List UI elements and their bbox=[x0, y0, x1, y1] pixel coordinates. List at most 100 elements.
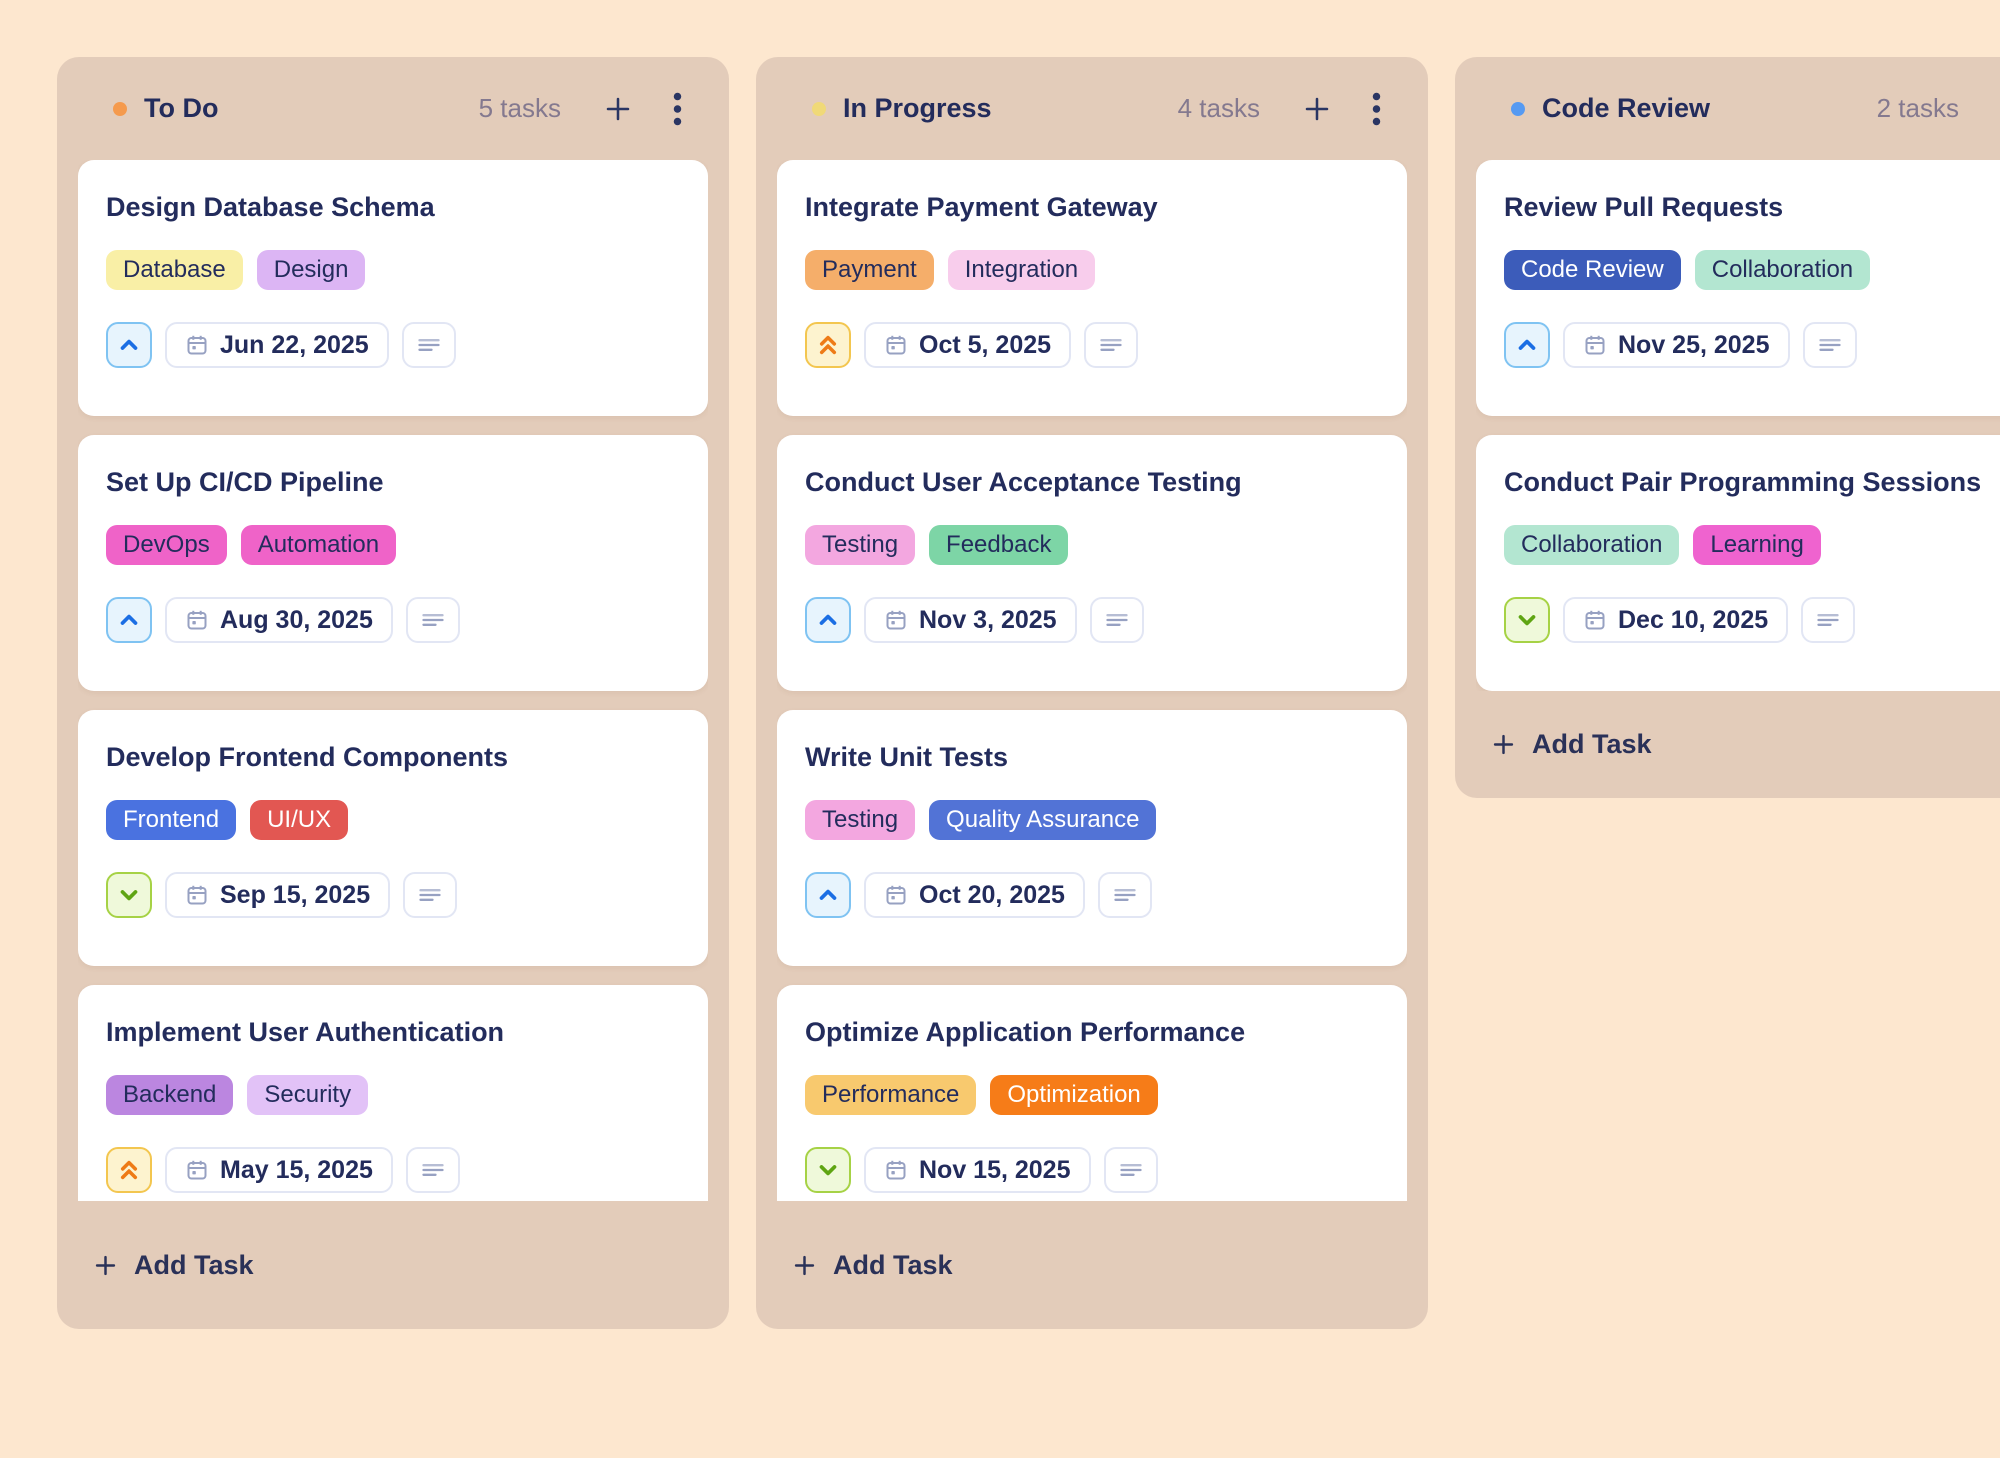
add-task-button[interactable]: Add Task bbox=[92, 1250, 254, 1281]
priority-badge bbox=[106, 1147, 152, 1193]
chevron-down-icon bbox=[1518, 615, 1536, 626]
task-tag: Quality Assurance bbox=[929, 800, 1157, 840]
task-title: Set Up CI/CD Pipeline bbox=[106, 467, 384, 497]
kebab-menu-icon bbox=[671, 91, 684, 127]
calendar-icon bbox=[884, 1158, 908, 1182]
due-date: Oct 20, 2025 bbox=[864, 872, 1085, 918]
task-title: Conduct User Acceptance Testing bbox=[805, 467, 1242, 497]
calendar-icon bbox=[185, 333, 209, 357]
chevron-up-icon bbox=[1518, 339, 1536, 350]
task-card[interactable]: Implement User Authentication Backend Sec… bbox=[78, 985, 708, 1201]
column-menu-button[interactable] bbox=[1360, 85, 1393, 133]
column-color-dot bbox=[113, 101, 127, 116]
kanban-column: Code Review 2 tasks Review Pull Requests… bbox=[1455, 57, 2000, 798]
due-date: Nov 15, 2025 bbox=[864, 1147, 1091, 1193]
priority-badge bbox=[1504, 597, 1550, 643]
task-title: Write Unit Tests bbox=[805, 742, 1009, 772]
column-task-count: 2 tasks bbox=[1876, 93, 1959, 123]
task-tag: Learning bbox=[1693, 525, 1821, 565]
task-tag: Testing bbox=[805, 525, 916, 565]
due-date-text: Nov 3, 2025 bbox=[919, 605, 1057, 634]
due-date-text: Dec 10, 2025 bbox=[1618, 605, 1769, 634]
task-title: Design Database Schema bbox=[106, 192, 435, 222]
calendar-icon bbox=[185, 883, 209, 907]
add-task-label: Add Task bbox=[833, 1249, 953, 1280]
notes-icon bbox=[405, 597, 460, 643]
notes-icon bbox=[1084, 322, 1139, 368]
task-meta: Sep 15, 2025 bbox=[106, 872, 680, 918]
column-header: In Progress 4 tasks bbox=[777, 57, 1407, 160]
task-card[interactable]: Conduct Pair Programming Sessions Collab… bbox=[1476, 435, 2000, 691]
task-title: Optimize Application Performance bbox=[805, 1017, 1246, 1047]
task-tag: Collaboration bbox=[1694, 250, 1871, 290]
column-add-button[interactable] bbox=[592, 87, 644, 131]
task-title: Integrate Payment Gateway bbox=[805, 192, 1158, 222]
plus-icon bbox=[602, 93, 634, 125]
task-tags: Payment Integration bbox=[805, 250, 1379, 290]
kanban-column: In Progress 4 tasks Integrate Payment Ga… bbox=[756, 57, 1428, 1329]
task-card[interactable]: Write Unit Tests Testing Quality Assuranc… bbox=[777, 710, 1407, 966]
priority-badge bbox=[106, 872, 152, 918]
due-date-text: May 15, 2025 bbox=[220, 1155, 373, 1184]
task-card[interactable]: Review Pull Requests Code Review Collabor… bbox=[1476, 160, 2000, 416]
column-footer: Add Task bbox=[78, 1201, 708, 1329]
task-card[interactable]: Integrate Payment Gateway Payment Integra… bbox=[777, 160, 1407, 416]
task-tags: DevOps Automation bbox=[106, 525, 680, 565]
column-title: Code Review bbox=[1542, 93, 1711, 123]
column-header: Code Review 2 tasks bbox=[1476, 57, 2000, 160]
chevron-up-icon bbox=[819, 614, 837, 625]
task-tag: Backend bbox=[106, 1075, 234, 1115]
task-tags: Database Design bbox=[106, 250, 680, 290]
kebab-menu-icon bbox=[1370, 91, 1383, 127]
task-title: Implement User Authentication bbox=[106, 1017, 505, 1047]
task-tag: Optimization bbox=[990, 1075, 1158, 1115]
chevron-up-icon bbox=[120, 614, 138, 625]
task-card[interactable]: Design Database Schema Database Design Ju… bbox=[78, 160, 708, 416]
task-tag: Code Review bbox=[1504, 250, 1681, 290]
task-tag: Testing bbox=[805, 800, 916, 840]
calendar-icon bbox=[185, 608, 209, 632]
task-card[interactable]: Optimize Application Performance Perform… bbox=[777, 985, 1407, 1201]
task-card[interactable]: Conduct User Acceptance Testing Testing F… bbox=[777, 435, 1407, 691]
column-add-button[interactable] bbox=[1291, 87, 1343, 131]
due-date-text: Sep 15, 2025 bbox=[220, 880, 371, 909]
task-meta: May 15, 2025 bbox=[106, 1147, 680, 1193]
due-date: May 15, 2025 bbox=[165, 1147, 393, 1193]
task-tags: Collaboration Learning bbox=[1504, 525, 2000, 565]
double-chevron-up-icon bbox=[120, 1160, 138, 1180]
notes-icon bbox=[1103, 1147, 1158, 1193]
priority-badge bbox=[1504, 322, 1550, 368]
task-tags: Frontend UI/UX bbox=[106, 800, 680, 840]
notes-icon bbox=[1097, 872, 1152, 918]
task-tag: Payment bbox=[805, 250, 934, 290]
task-title: Review Pull Requests bbox=[1504, 192, 1784, 222]
task-tag: Design bbox=[256, 250, 366, 290]
column-task-count: 4 tasks bbox=[1177, 93, 1260, 123]
calendar-icon bbox=[1583, 333, 1607, 357]
column-task-count: 5 tasks bbox=[478, 93, 561, 123]
notes-icon bbox=[1801, 597, 1856, 643]
task-tag: Security bbox=[247, 1075, 369, 1115]
task-card[interactable]: Set Up CI/CD Pipeline DevOps Automation A… bbox=[78, 435, 708, 691]
kanban-column: To Do 5 tasks Design Database Schema Dat… bbox=[57, 57, 729, 1329]
task-tag: UI/UX bbox=[250, 800, 349, 840]
task-title: Develop Frontend Components bbox=[106, 742, 509, 772]
due-date-text: Aug 30, 2025 bbox=[220, 605, 373, 634]
priority-badge bbox=[805, 872, 851, 918]
task-meta: Nov 25, 2025 bbox=[1504, 322, 2000, 368]
column-menu-button[interactable] bbox=[661, 85, 694, 133]
due-date: Aug 30, 2025 bbox=[165, 597, 393, 643]
column-add-button[interactable] bbox=[1990, 87, 2000, 131]
task-meta: Dec 10, 2025 bbox=[1504, 597, 2000, 643]
add-task-button[interactable]: Add Task bbox=[791, 1250, 953, 1281]
notes-icon bbox=[403, 872, 458, 918]
task-title: Conduct Pair Programming Sessions bbox=[1504, 467, 1982, 497]
task-tag: Performance bbox=[805, 1075, 977, 1115]
task-meta: Aug 30, 2025 bbox=[106, 597, 680, 643]
due-date-text: Oct 5, 2025 bbox=[919, 330, 1052, 359]
due-date: Nov 25, 2025 bbox=[1563, 322, 1790, 368]
add-task-button[interactable]: Add Task bbox=[1490, 729, 1652, 760]
task-tag: DevOps bbox=[106, 525, 227, 565]
task-tags: Testing Quality Assurance bbox=[805, 800, 1379, 840]
task-card[interactable]: Develop Frontend Components Frontend UI/U… bbox=[78, 710, 708, 966]
